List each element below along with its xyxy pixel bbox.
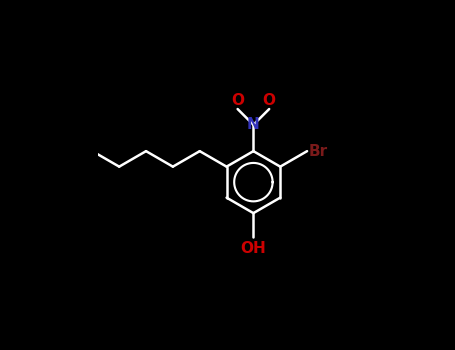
- Text: N: N: [247, 117, 260, 132]
- Text: O: O: [231, 93, 244, 108]
- Text: Br: Br: [308, 144, 328, 159]
- Text: OH: OH: [241, 241, 266, 256]
- Text: O: O: [263, 93, 276, 108]
